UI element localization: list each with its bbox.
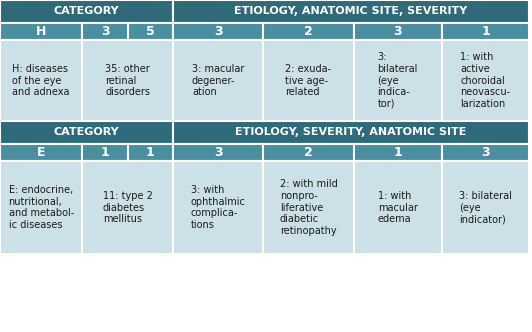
Text: 1: 1 (101, 146, 110, 159)
Bar (173, 0, 529, 23)
Bar (173, 161, 263, 254)
Text: 2: with mild
nonpro-
liferative
diabetic
retinopathy: 2: with mild nonpro- liferative diabetic… (280, 179, 337, 236)
Bar (0, 121, 173, 144)
Bar (82, 23, 128, 40)
Text: 35: other
retinal
disorders: 35: other retinal disorders (105, 64, 150, 97)
Text: E: E (37, 146, 45, 159)
Bar (263, 144, 354, 161)
Bar (354, 161, 442, 254)
Bar (0, 0, 173, 23)
Bar (354, 144, 442, 161)
Bar (0, 144, 82, 161)
Bar (173, 23, 263, 40)
Text: 3: bilateral
(eye
indicator): 3: bilateral (eye indicator) (459, 191, 512, 224)
Text: 1: 1 (481, 25, 490, 38)
Text: H: H (36, 25, 46, 38)
Text: ETIOLOGY, SEVERITY, ANATOMIC SITE: ETIOLOGY, SEVERITY, ANATOMIC SITE (236, 127, 467, 137)
Text: 1: with
active
choroidal
neovascu-
larization: 1: with active choroidal neovascu- lariz… (460, 52, 511, 109)
Bar (173, 144, 263, 161)
Bar (442, 144, 529, 161)
Text: 11: type 2
diabetes
mellitus: 11: type 2 diabetes mellitus (103, 191, 153, 224)
Bar (128, 23, 173, 40)
Bar (82, 144, 128, 161)
Bar (173, 40, 263, 121)
Bar (263, 161, 354, 254)
Bar (0, 161, 82, 254)
Text: 3: 3 (393, 25, 402, 38)
Text: E: endocrine,
nutritional,
and metabol-
ic diseases: E: endocrine, nutritional, and metabol- … (9, 185, 74, 230)
Text: 3: 3 (101, 25, 110, 38)
Text: 3: 3 (481, 146, 490, 159)
Bar (128, 144, 173, 161)
Bar (0, 23, 82, 40)
Bar (82, 161, 173, 254)
Text: 3: with
ophthalmic
complica-
tions: 3: with ophthalmic complica- tions (190, 185, 246, 230)
Bar (442, 161, 529, 254)
Text: 5: 5 (146, 25, 155, 38)
Text: 2: 2 (304, 25, 313, 38)
Text: 3: macular
degener-
ation: 3: macular degener- ation (192, 64, 244, 97)
Bar (263, 40, 354, 121)
Text: ETIOLOGY, ANATOMIC SITE, SEVERITY: ETIOLOGY, ANATOMIC SITE, SEVERITY (235, 6, 468, 16)
Text: CATEGORY: CATEGORY (54, 127, 119, 137)
Bar (354, 23, 442, 40)
Bar (82, 40, 173, 121)
Text: 2: 2 (304, 146, 313, 159)
Bar (173, 121, 529, 144)
Text: 3: 3 (214, 25, 222, 38)
Bar (442, 40, 529, 121)
Bar (442, 23, 529, 40)
Text: CATEGORY: CATEGORY (54, 6, 119, 16)
Bar (354, 40, 442, 121)
Text: 3:
bilateral
(eye
indica-
tor): 3: bilateral (eye indica- tor) (378, 52, 418, 109)
Bar (0, 40, 82, 121)
Text: 1: 1 (146, 146, 155, 159)
Bar (263, 23, 354, 40)
Text: 1: with
macular
edema: 1: with macular edema (378, 191, 418, 224)
Text: 2: exuda-
tive age-
related: 2: exuda- tive age- related (286, 64, 331, 97)
Text: 3: 3 (214, 146, 222, 159)
Text: H: diseases
of the eye
and adnexa: H: diseases of the eye and adnexa (12, 64, 70, 97)
Text: 1: 1 (393, 146, 402, 159)
